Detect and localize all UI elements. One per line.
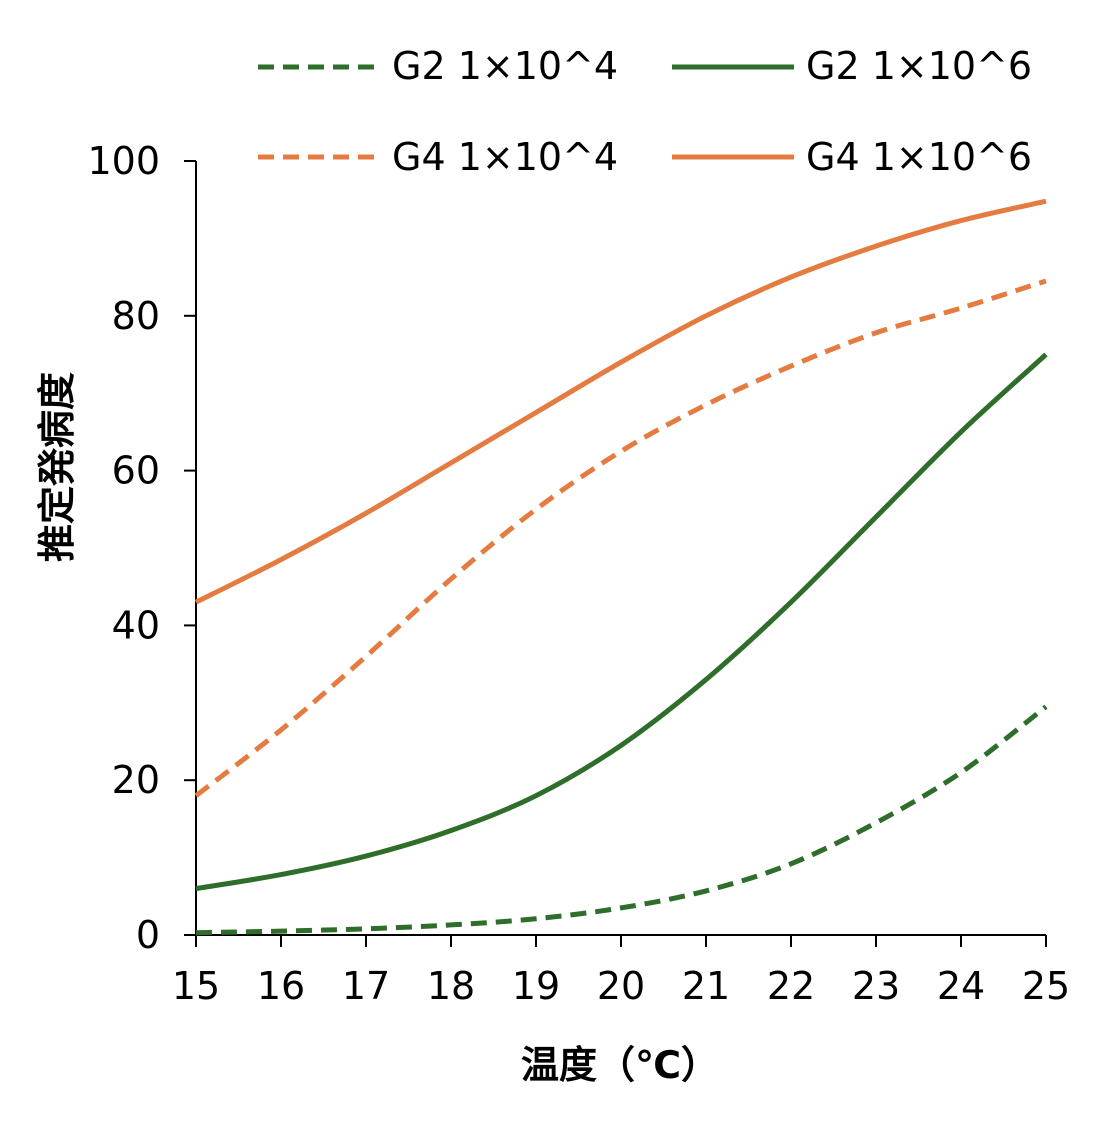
- x-tick-label: 24: [937, 964, 985, 1008]
- y-tick-label: 40: [112, 603, 160, 647]
- legend-label-2: G2 1×10^6: [806, 44, 1032, 88]
- legend-label-1: G2 1×10^4: [392, 44, 618, 88]
- series-line-4: [194, 198, 1047, 605]
- x-tick-label: 21: [682, 964, 730, 1008]
- y-tick-label: 0: [136, 913, 160, 957]
- series-line-2: [195, 352, 1048, 892]
- legend: G2 1×10^4 G2 1×10^6 G4 1×10^4 G4 1×10^6: [258, 44, 1032, 179]
- y-tick-label: 100: [87, 139, 160, 183]
- y-tick-label: 60: [112, 449, 160, 493]
- y-tick-label: 80: [112, 294, 160, 338]
- plot-lines: [194, 198, 1048, 936]
- x-tick-label: 19: [512, 964, 560, 1008]
- x-tick-label: 16: [257, 964, 305, 1008]
- legend-label-3: G4 1×10^4: [392, 135, 618, 179]
- x-tick-label: 20: [597, 964, 645, 1008]
- x-tick-label: 25: [1022, 964, 1070, 1008]
- x-axis-title: 温度（℃）: [521, 1043, 719, 1087]
- y-axis-title: 推定発病度: [35, 372, 79, 562]
- x-tick-label: 22: [767, 964, 815, 1008]
- axes: 0 20 40 60 80 100 15 16 17 18 19 20 21 22 23 24 25: [87, 139, 1070, 1008]
- series-line-3: [194, 278, 1047, 798]
- x-tick-label: 15: [172, 964, 220, 1008]
- x-tick-label: 17: [342, 964, 390, 1008]
- legend-label-4: G4 1×10^6: [806, 135, 1032, 179]
- x-tick-label: 23: [852, 964, 900, 1008]
- y-tick-label: 20: [112, 758, 160, 802]
- x-tick-label: 18: [427, 964, 475, 1008]
- series-line-1: [195, 704, 1048, 936]
